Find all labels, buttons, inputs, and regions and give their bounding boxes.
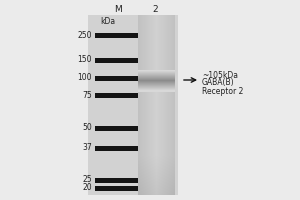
Text: 25: 25	[82, 176, 92, 184]
Text: Receptor 2: Receptor 2	[202, 86, 243, 96]
Text: 100: 100	[77, 73, 92, 82]
Text: kDa: kDa	[100, 18, 116, 26]
Text: ~105kDa: ~105kDa	[202, 71, 238, 79]
Text: GABA(B): GABA(B)	[202, 78, 235, 88]
Text: 37: 37	[82, 144, 92, 152]
Text: M: M	[114, 5, 122, 15]
Text: 20: 20	[82, 184, 92, 192]
Text: 250: 250	[77, 30, 92, 40]
Text: 50: 50	[82, 123, 92, 132]
Text: 75: 75	[82, 90, 92, 99]
Text: 150: 150	[77, 55, 92, 64]
Text: 2: 2	[152, 5, 158, 15]
